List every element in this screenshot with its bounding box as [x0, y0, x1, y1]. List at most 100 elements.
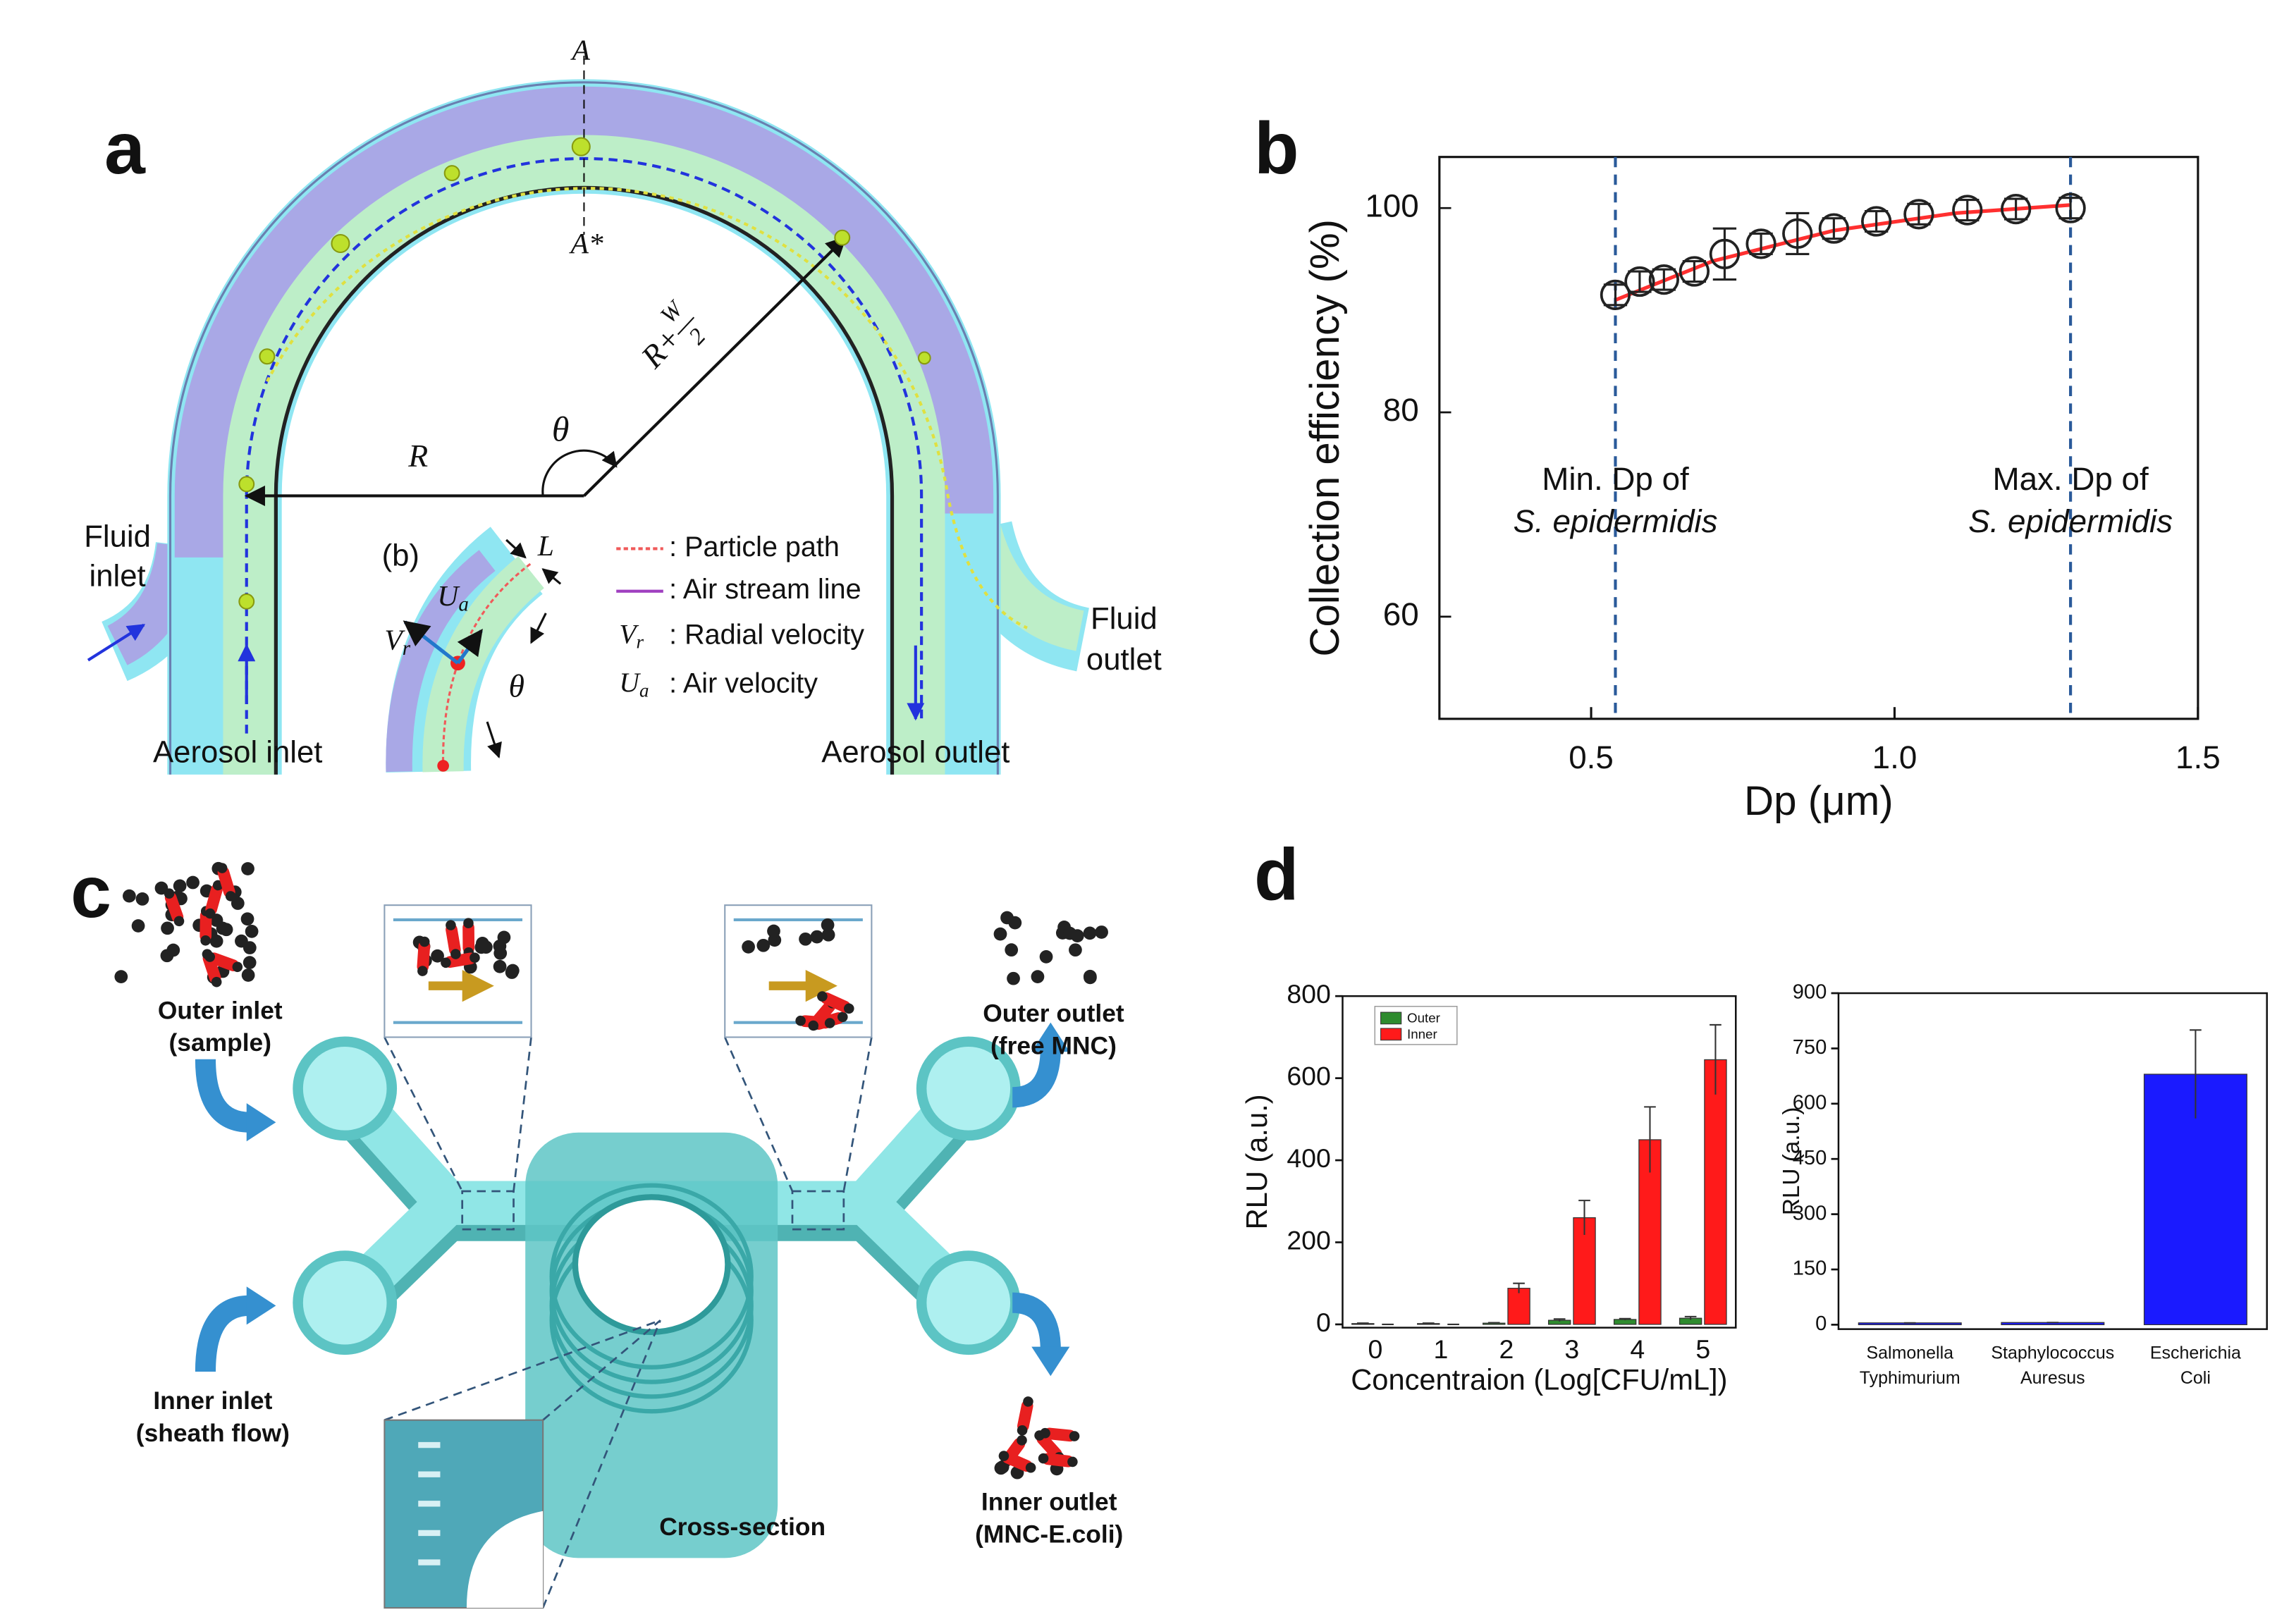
- cross-section-core: [466, 1511, 544, 1608]
- label: R+: [634, 320, 689, 376]
- plot-frame: [1342, 995, 1737, 1329]
- nanocluster: [493, 959, 507, 973]
- label: Ua: [437, 580, 469, 616]
- bacterium: [417, 940, 431, 973]
- y-tick-label: 400: [1287, 1143, 1331, 1173]
- label: Fluid: [1091, 601, 1158, 636]
- nanocluster: [225, 891, 236, 902]
- nanocluster: [824, 1018, 835, 1028]
- error-bar: [1553, 1318, 1566, 1322]
- nanocluster: [173, 879, 187, 893]
- nanocluster: [441, 957, 451, 968]
- nanocluster: [474, 940, 489, 954]
- subscript: r: [637, 632, 644, 653]
- data-point: [1624, 266, 1655, 297]
- y-tick-label: 200: [1287, 1225, 1331, 1255]
- subscript: a: [639, 680, 649, 701]
- error-bar: [2190, 1029, 2202, 1119]
- nanocluster: [808, 1020, 819, 1031]
- legend-label: Outer: [1407, 1010, 1440, 1025]
- label: Cross-section: [659, 1513, 826, 1541]
- x-tick-label: Coli: [2180, 1368, 2211, 1388]
- bacterium: [164, 892, 184, 923]
- y-axis-label: RLU (a.u.): [1779, 1107, 1805, 1216]
- legend-swatch: [1380, 1011, 1402, 1025]
- flow-arrows: [195, 1048, 1061, 1372]
- data-point: [1600, 279, 1631, 311]
- nanocluster: [1083, 926, 1097, 940]
- particle-path: [266, 187, 1028, 629]
- nanocluster: [204, 908, 216, 919]
- flow-arrowheads: [246, 1022, 1070, 1377]
- flow-arrow: [87, 623, 146, 662]
- y-tick-label: 100: [1365, 187, 1418, 223]
- data-point: [2000, 193, 2032, 225]
- panel-label: c: [70, 851, 111, 933]
- fraction-bar: [677, 316, 695, 336]
- label: (sample): [169, 1029, 271, 1057]
- data-point: [1782, 218, 1813, 250]
- error-bar: [1864, 209, 1889, 233]
- y-tick-label: 0: [1316, 1308, 1331, 1337]
- label: L: [537, 530, 554, 562]
- bar: [1573, 1217, 1596, 1325]
- x-tick-label: Escherichia: [2150, 1343, 2241, 1363]
- label: 2: [684, 324, 711, 350]
- ports: [293, 1036, 1021, 1355]
- label: (b): [382, 538, 419, 572]
- bacterium: [1002, 1451, 1033, 1472]
- x-tick-label: Typhimurium: [1860, 1368, 1960, 1388]
- nanocluster: [232, 961, 243, 973]
- nanocluster: [161, 921, 174, 935]
- nanocluster: [241, 862, 254, 875]
- label: outlet: [1086, 642, 1162, 677]
- label: θ: [508, 668, 524, 704]
- error-bar: [1712, 227, 1737, 281]
- nanocluster: [1069, 943, 1082, 957]
- nanocluster: [1095, 925, 1108, 939]
- x-tick-label: 1: [1434, 1334, 1449, 1364]
- spiral-core: [572, 1194, 731, 1335]
- data-point: [1952, 195, 1983, 226]
- label: (MNC-E.coli): [975, 1520, 1123, 1548]
- label: R: [407, 438, 428, 474]
- nanocluster: [810, 930, 824, 944]
- symbol: V: [384, 624, 405, 656]
- data-point: [1903, 199, 1934, 230]
- y-tick-label: 800: [1287, 979, 1331, 1009]
- x-tick-label: 0: [1368, 1334, 1383, 1364]
- nanocluster: [200, 935, 211, 946]
- bacterium: [1041, 1453, 1074, 1468]
- bacterium: [810, 1000, 835, 1028]
- label: Aerosol outlet: [821, 734, 1010, 769]
- x-axis-label: Concentraion (Log[CFU/mL]): [1351, 1363, 1727, 1396]
- y-tick-label: 450: [1793, 1147, 1827, 1169]
- nanocluster: [131, 919, 145, 933]
- nanocluster: [1017, 1435, 1027, 1446]
- inset-particle: [437, 760, 449, 772]
- bacterium: [1036, 1432, 1062, 1460]
- nanocluster: [795, 1015, 806, 1026]
- nanocluster: [1039, 950, 1053, 964]
- nanocluster: [497, 930, 511, 945]
- nanocluster: [243, 956, 257, 969]
- label: inlet: [90, 559, 146, 593]
- legend-symbol: Ua: [619, 667, 649, 701]
- nanocluster: [1000, 911, 1014, 925]
- nanocluster: [211, 976, 222, 988]
- annotation: Min. Dp of: [1542, 461, 1689, 497]
- bar: [1507, 1288, 1530, 1325]
- x-tick-label: 3: [1564, 1334, 1579, 1364]
- bacterium: [208, 952, 240, 971]
- y-axis-label: Collection efficiency (%): [1302, 219, 1348, 657]
- nanocluster: [493, 946, 508, 960]
- data-point: [1860, 206, 1892, 237]
- channel-wall: [168, 80, 999, 775]
- nanocluster: [1063, 926, 1076, 940]
- nanocluster: [767, 924, 780, 938]
- error-bar: [1513, 1282, 1525, 1293]
- bacterium: [462, 921, 475, 954]
- error-bar: [1356, 1322, 1369, 1324]
- y-tick-label: 900: [1793, 981, 1827, 1004]
